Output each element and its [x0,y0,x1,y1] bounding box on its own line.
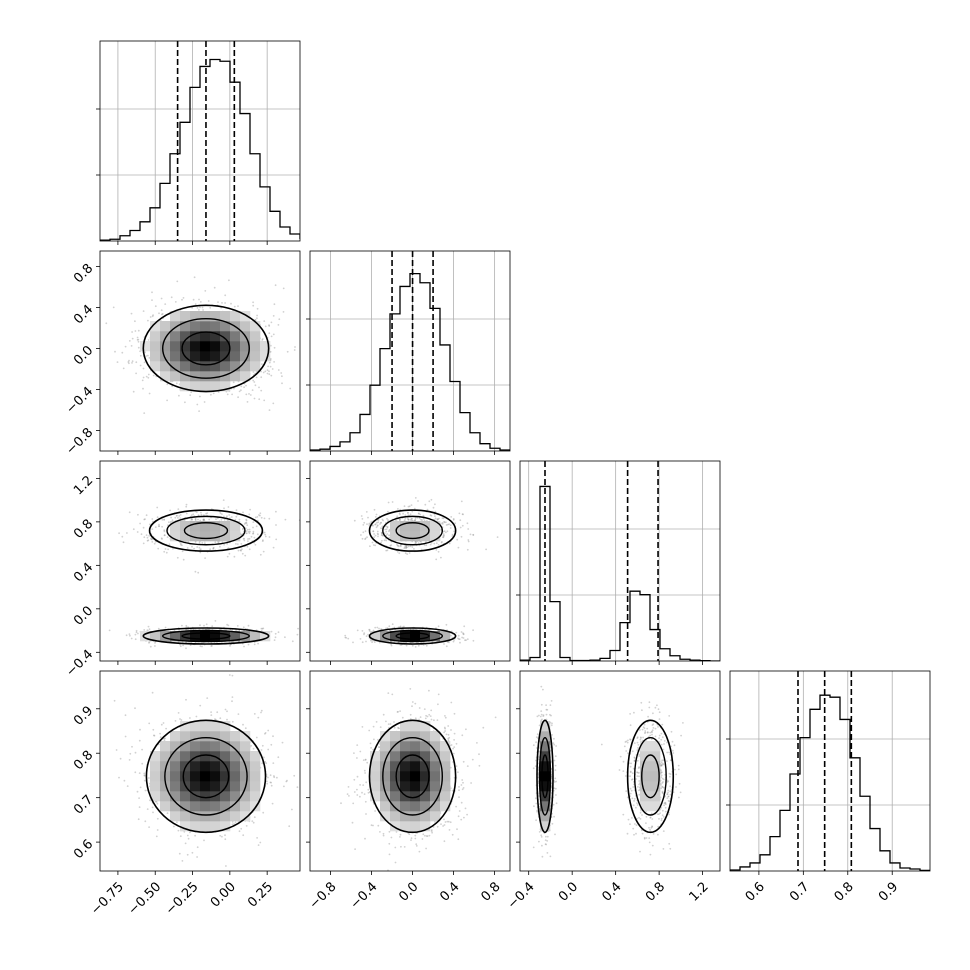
x-tick-label: −0.25 [163,879,202,918]
axes-frame [309,460,511,662]
x-tick-label: −0.4 [348,879,381,912]
axes-frame [99,460,301,662]
y-tick-label: 0.4 [71,560,96,585]
hist-panel-2 [516,460,721,665]
contour-line [382,736,444,816]
x-tick-label: 0.4 [599,879,624,904]
contour-line [161,317,250,379]
contour-line [368,627,457,645]
x-tick-label: 0.9 [876,879,901,904]
contour-line [368,509,457,552]
contour-line [641,754,660,799]
axes-frame [519,460,721,662]
contour-line [633,736,667,816]
x-tick-label: −0.50 [125,879,164,918]
axes-frame [729,670,931,872]
x-tick-label: 0.8 [832,879,857,904]
contour-line [148,509,264,552]
scatter-panel-3-1 [306,670,511,875]
y-tick-label: 0.9 [71,703,96,728]
contour-line [626,719,675,834]
y-tick-label: 0.0 [71,343,96,368]
panel-content [532,685,684,858]
hist-panel-3 [726,670,931,875]
x-tick-label: 0.0 [556,879,581,904]
hist-panel-1 [306,250,511,455]
y-tick-label: 1.2 [71,473,96,498]
x-tick-label: −0.4 [505,879,538,912]
x-tick-label: 0.6 [743,879,768,904]
axes-frame [99,670,301,872]
x-tick-label: 0.8 [643,879,668,904]
contour-line [142,304,270,393]
contour-line [142,627,270,645]
hist-panel-0 [96,40,301,245]
panel-content [105,276,296,414]
x-tick-label: 0.25 [245,879,276,910]
axes-frame [309,670,511,872]
histogram-step-line [100,58,300,241]
scatter-panel-2-1 [306,460,511,665]
y-tick-label: 0.8 [71,261,96,286]
y-tick-label: 0.0 [71,604,96,629]
axes-frame [309,250,511,452]
x-tick-label: 0.7 [787,879,812,904]
contour-line [382,515,444,546]
scatter-panel-2-0 [96,460,301,665]
x-tick-label: 1.2 [686,879,711,904]
y-tick-label: −0.8 [63,425,96,458]
contour-line [541,754,549,799]
contour-line [395,754,430,799]
panel-content [113,674,299,867]
contour-line [395,522,430,540]
contour-line [181,331,231,366]
histogram-step-line [730,694,930,871]
histogram-step-line [520,485,720,661]
y-tick-label: 0.4 [71,302,96,327]
contour-line [182,754,230,799]
scatter-panel-3-2 [516,670,721,875]
y-tick-label: 0.8 [71,748,96,773]
contour-line [166,515,246,546]
y-tick-label: 0.7 [71,792,96,817]
x-tick-label: −0.8 [307,879,340,912]
x-tick-label: 0.4 [437,879,462,904]
contour-line [382,629,444,643]
panel-content [344,497,499,648]
y-tick-label: 0.6 [71,837,96,862]
histogram-step-line [310,272,510,451]
contour-line [145,719,267,834]
x-tick-label: 0.00 [208,879,239,910]
panel-content [340,688,497,871]
contour-line [536,719,554,834]
x-tick-label: −0.75 [88,879,127,918]
contour-line [395,632,430,640]
contour-line [164,736,248,816]
contour-line [161,629,250,643]
x-tick-label: 0.0 [396,879,421,904]
scatter-panel-3-0 [96,670,301,875]
contour-line [538,736,552,816]
y-tick-label: −0.4 [63,647,96,680]
contour-line [368,719,457,834]
axes-frame [99,250,301,452]
scatter-panel-1-0 [96,250,301,455]
y-tick-label: 0.8 [71,517,96,542]
axes-frame [99,40,301,242]
contour-line [183,522,229,540]
y-tick-label: −0.4 [63,384,96,417]
contour-line [181,632,231,640]
x-tick-label: 0.8 [478,879,503,904]
axes-frame [519,670,721,872]
panel-content [108,499,300,650]
